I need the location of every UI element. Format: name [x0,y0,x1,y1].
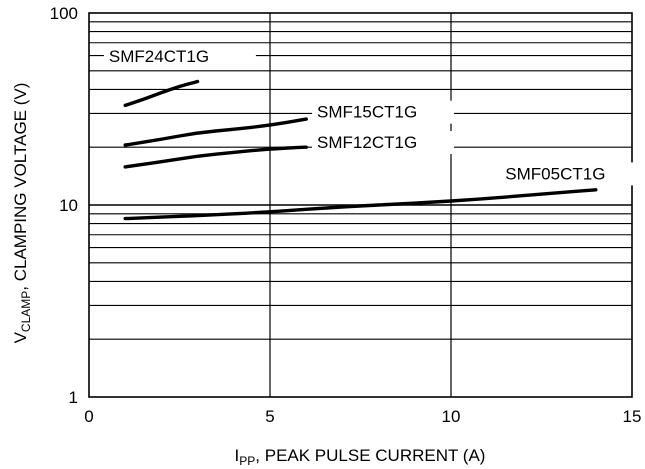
y-axis-title: VCLAMP, CLAMPING VOLTAGE (V) [11,83,33,344]
x-axis-title-rest: , PEAK PULSE CURRENT (A) [255,446,485,465]
series-line-smf24ct1g [123,79,200,108]
y-axis-title-sub: CLAMP [19,291,33,332]
series-group [123,79,598,221]
series-label-background [103,45,256,69]
series-label-background [312,100,455,124]
x-tick-label: 10 [442,407,461,426]
y-axis-title-main: V [11,331,30,343]
series-label-background [312,131,455,155]
x-axis-title: IPP, PEAK PULSE CURRENT (A) [235,446,486,468]
y-axis-title-rest: , CLAMPING VOLTAGE (V) [11,83,30,291]
series-line-smf15ct1g [123,117,308,147]
x-tick-label: 15 [623,407,642,426]
series-label-smf12ct1g: SMF12CT1G [317,133,417,152]
tick-labels: 0 5 10 15 1 10 100 [50,4,642,426]
series-line-smf12ct1g [123,145,308,169]
x-axis-title-main: I [235,446,240,465]
series-line-smf05ct1g [123,188,598,221]
series-label-smf15ct1g: SMF15CT1G [317,103,417,122]
series-label-smf05ct1g: SMF05CT1G [505,164,605,183]
y-tick-label: 10 [59,196,78,215]
plot-frame [88,12,633,398]
x-tick-label: 5 [265,407,274,426]
series-labels: SMF24CT1G SMF15CT1G SMF12CT1G SMF05CT1G [103,45,639,186]
x-axis-title-sub: PP [239,454,255,468]
y-tick-label: 100 [50,4,78,23]
series-label-background [500,162,639,186]
y-tick-label: 1 [69,388,78,407]
series-label-smf24ct1g: SMF24CT1G [109,47,209,66]
x-tick-label: 0 [84,407,93,426]
